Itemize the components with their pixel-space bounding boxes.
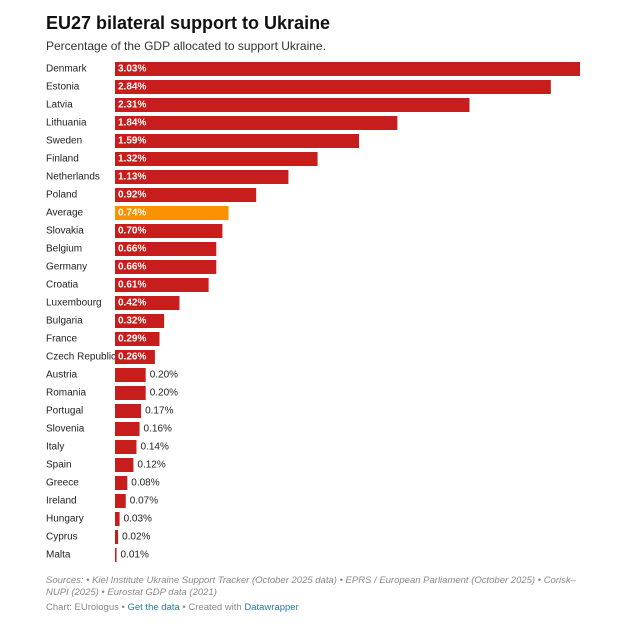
bar xyxy=(115,314,165,328)
bar xyxy=(115,386,146,400)
chart-title: EU27 bilateral support to Ukraine xyxy=(46,13,330,33)
bar xyxy=(115,458,134,472)
bar xyxy=(115,170,289,184)
category-label: Czech Republic xyxy=(46,352,116,363)
value-label: 0.32% xyxy=(118,316,146,327)
value-label: 0.01% xyxy=(121,550,149,561)
value-label: 0.66% xyxy=(118,244,146,255)
value-label: 0.20% xyxy=(150,370,178,381)
category-label: Denmark xyxy=(46,64,88,75)
category-label: Poland xyxy=(46,190,77,201)
value-label: 0.29% xyxy=(118,334,146,345)
datawrapper-link[interactable]: Datawrapper xyxy=(244,602,299,613)
category-label: Finland xyxy=(46,154,79,165)
value-label: 0.17% xyxy=(145,406,173,417)
bar xyxy=(115,62,580,76)
bar xyxy=(115,116,398,130)
category-label: Slovakia xyxy=(46,226,84,237)
chart-subtitle: Percentage of the GDP allocated to suppo… xyxy=(46,39,326,53)
credit: Chart: EUrologus • Get the data • Create… xyxy=(46,602,586,614)
bar xyxy=(115,368,146,382)
bar xyxy=(115,206,229,220)
value-label: 2.84% xyxy=(118,82,146,93)
category-label: Belgium xyxy=(46,244,82,255)
category-label: Croatia xyxy=(46,280,79,291)
category-label: Germany xyxy=(46,262,87,273)
bar xyxy=(115,512,120,526)
value-label: 0.12% xyxy=(137,460,165,471)
value-label: 0.02% xyxy=(122,532,150,543)
bar xyxy=(115,404,142,418)
category-label: Estonia xyxy=(46,82,80,93)
value-label: 0.20% xyxy=(150,388,178,399)
value-label: 0.14% xyxy=(140,442,168,453)
source-note: Sources: • Kiel Institute Ukraine Suppor… xyxy=(46,575,576,598)
bar xyxy=(115,242,217,256)
value-label: 0.66% xyxy=(118,262,146,273)
get-data-link[interactable]: Get the data xyxy=(127,602,180,613)
bar xyxy=(115,260,217,274)
credit-prefix: Chart: EUrologus • xyxy=(46,602,125,613)
bar xyxy=(115,476,128,490)
category-label: Cyprus xyxy=(46,532,78,543)
value-label: 0.26% xyxy=(118,352,146,363)
category-label: Bulgaria xyxy=(46,316,83,327)
category-label: Romania xyxy=(46,388,86,399)
bar xyxy=(115,134,360,148)
value-label: 0.92% xyxy=(118,190,146,201)
bar xyxy=(115,350,155,364)
value-label: 0.08% xyxy=(131,478,159,489)
bar xyxy=(115,440,137,454)
category-label: Lithuania xyxy=(46,118,87,129)
bar xyxy=(115,278,209,292)
value-label: 1.84% xyxy=(118,118,146,129)
value-label: 2.31% xyxy=(118,100,146,111)
bar xyxy=(115,296,180,310)
category-label: Netherlands xyxy=(46,172,100,183)
category-label: Spain xyxy=(46,460,72,471)
bar xyxy=(115,494,126,508)
category-label: Italy xyxy=(46,442,64,453)
bar xyxy=(115,80,551,94)
bar xyxy=(115,188,257,202)
value-label: 3.03% xyxy=(118,64,146,75)
bar xyxy=(115,224,223,238)
bar xyxy=(115,530,119,544)
category-label: Latvia xyxy=(46,100,73,111)
value-label: 0.70% xyxy=(118,226,146,237)
value-label: 0.61% xyxy=(118,280,146,291)
bar xyxy=(115,152,318,166)
bar xyxy=(115,548,117,562)
category-label: Hungary xyxy=(46,514,84,525)
category-label: Portugal xyxy=(46,406,83,417)
category-label: Sweden xyxy=(46,136,82,147)
category-label: Ireland xyxy=(46,496,77,507)
bar xyxy=(115,332,160,346)
footer: Sources: • Kiel Institute Ukraine Suppor… xyxy=(46,575,586,614)
chart: EU27 bilateral support to Ukraine Percen… xyxy=(46,13,580,562)
value-label: 0.16% xyxy=(144,424,172,435)
category-label: Luxembourg xyxy=(46,298,102,309)
value-label: 0.07% xyxy=(130,496,158,507)
value-label: 0.03% xyxy=(124,514,152,525)
bar xyxy=(115,98,470,112)
value-label: 0.74% xyxy=(118,208,146,219)
bar xyxy=(115,422,140,436)
value-label: 1.13% xyxy=(118,172,146,183)
value-label: 0.42% xyxy=(118,298,146,309)
category-label: France xyxy=(46,334,78,345)
value-label: 1.32% xyxy=(118,154,146,165)
category-label: Average xyxy=(46,208,84,219)
category-label: Slovenia xyxy=(46,424,85,435)
category-label: Austria xyxy=(46,370,78,381)
category-label: Greece xyxy=(46,478,79,489)
category-label: Malta xyxy=(46,550,71,561)
value-label: 1.59% xyxy=(118,136,146,147)
credit-middle: • Created with xyxy=(182,602,242,613)
